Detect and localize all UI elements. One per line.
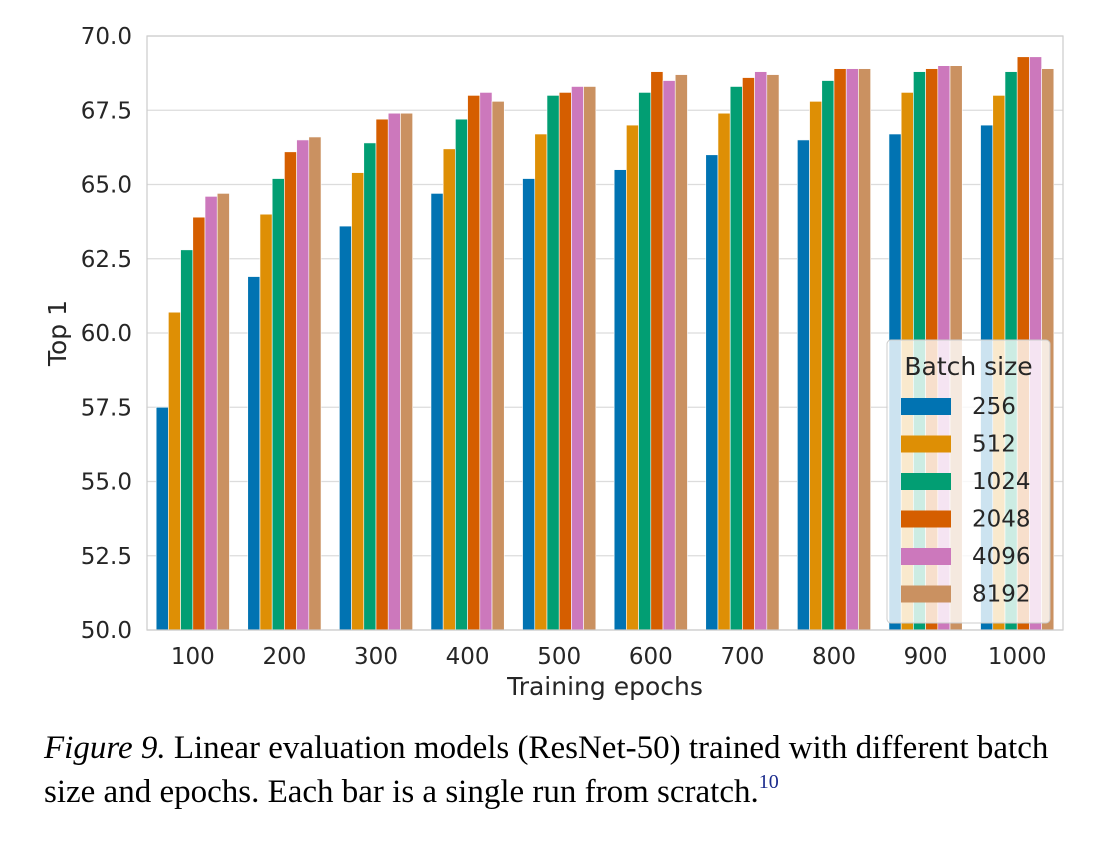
bar	[400, 112, 413, 631]
y-tick-label: 62.5	[81, 247, 132, 273]
y-tick-labels: 50.0 52.5 55.0 57.5 60.0 62.5 65.0 67.5 70.0	[81, 24, 132, 644]
legend-swatch	[901, 435, 951, 453]
x-tick-label: 200	[262, 644, 306, 670]
bar	[571, 86, 584, 631]
bar	[430, 193, 444, 631]
bar	[845, 68, 859, 631]
caption-footnote: 10	[758, 771, 779, 793]
bar	[180, 249, 194, 631]
x-tick-labels: 100 200 300 400 500 600 700 800 900 1000	[171, 644, 1047, 670]
bar	[546, 95, 560, 631]
bar	[271, 178, 285, 631]
bar	[534, 133, 548, 631]
x-tick-label: 700	[720, 644, 764, 670]
legend-label: 8192	[972, 582, 1031, 608]
bar	[729, 86, 743, 631]
bar	[192, 216, 206, 631]
legend-label: 256	[972, 394, 1016, 420]
x-tick-label: 500	[537, 644, 581, 670]
bar	[558, 92, 572, 631]
bar	[467, 95, 481, 631]
bar	[797, 139, 810, 631]
legend: Batch size 256 512 1024 2048 4096 8192	[886, 339, 1051, 624]
bar	[247, 276, 261, 631]
y-tick-label: 57.5	[81, 395, 132, 421]
legend-swatch	[901, 548, 951, 565]
y-tick-label: 70.0	[81, 24, 132, 50]
bar	[455, 118, 468, 631]
x-tick-label: 100	[171, 644, 215, 670]
bar	[204, 196, 218, 631]
legend-items: 256 512 1024 2048 4096 8192	[901, 394, 1031, 608]
bar	[613, 169, 627, 631]
bar	[491, 101, 505, 631]
bar	[308, 136, 322, 631]
x-axis-label: Training epochs	[506, 672, 703, 701]
bar	[809, 101, 823, 631]
bar	[363, 142, 377, 631]
caption-label: Figure 9.	[44, 730, 166, 766]
x-tick-label: 600	[629, 644, 673, 670]
bar	[583, 86, 597, 631]
bar-chart: 50.0 52.5 55.0 57.5 60.0 62.5 65.0 67.5 70.0 100…	[43, 24, 1064, 701]
y-tick-label: 55.0	[81, 470, 132, 496]
legend-swatch	[901, 398, 951, 415]
y-tick-label: 52.5	[81, 544, 132, 570]
bar	[717, 112, 731, 631]
bar	[375, 118, 389, 631]
bar	[742, 77, 755, 631]
legend-swatch	[901, 473, 951, 490]
bar	[833, 68, 847, 631]
y-axis-label: Top 1	[43, 300, 72, 367]
bar	[662, 80, 676, 631]
bar	[284, 151, 297, 631]
bar	[155, 406, 169, 631]
bar	[442, 148, 456, 631]
bar	[626, 124, 639, 631]
y-tick-label: 67.5	[81, 98, 132, 124]
legend-swatch	[901, 510, 951, 528]
bar	[766, 74, 780, 631]
legend-title: Batch size	[904, 352, 1032, 381]
bar	[479, 92, 493, 631]
bar	[858, 68, 871, 631]
legend-label: 512	[972, 432, 1016, 458]
legend-label: 4096	[972, 544, 1031, 570]
x-tick-label: 1000	[988, 644, 1047, 670]
bar	[674, 74, 688, 631]
bar	[705, 154, 719, 631]
legend-label: 1024	[972, 469, 1031, 495]
x-tick-label: 400	[446, 644, 490, 670]
x-tick-label: 300	[354, 644, 398, 670]
bar	[638, 92, 652, 631]
bar	[259, 213, 273, 631]
x-tick-label: 900	[904, 644, 948, 670]
y-tick-label: 50.0	[81, 618, 132, 644]
bar	[339, 225, 352, 631]
y-tick-label: 65.0	[81, 173, 132, 199]
y-tick-label: 60.0	[81, 321, 132, 347]
bar	[296, 139, 310, 631]
bar	[522, 178, 536, 631]
bar	[387, 112, 401, 631]
legend-swatch	[901, 585, 951, 603]
legend-label: 2048	[972, 507, 1031, 533]
bar	[754, 71, 768, 631]
bar	[168, 311, 181, 631]
plot-frame	[146, 35, 1064, 631]
x-tick-label: 800	[812, 644, 856, 670]
bar	[216, 193, 230, 631]
bar	[821, 80, 835, 631]
bar	[650, 71, 664, 631]
figure-caption: Figure 9. Linear evaluation models (ResN…	[44, 726, 1074, 814]
caption-text: Linear evaluation models (ResNet-50) tra…	[44, 730, 1049, 810]
bar	[351, 172, 365, 631]
